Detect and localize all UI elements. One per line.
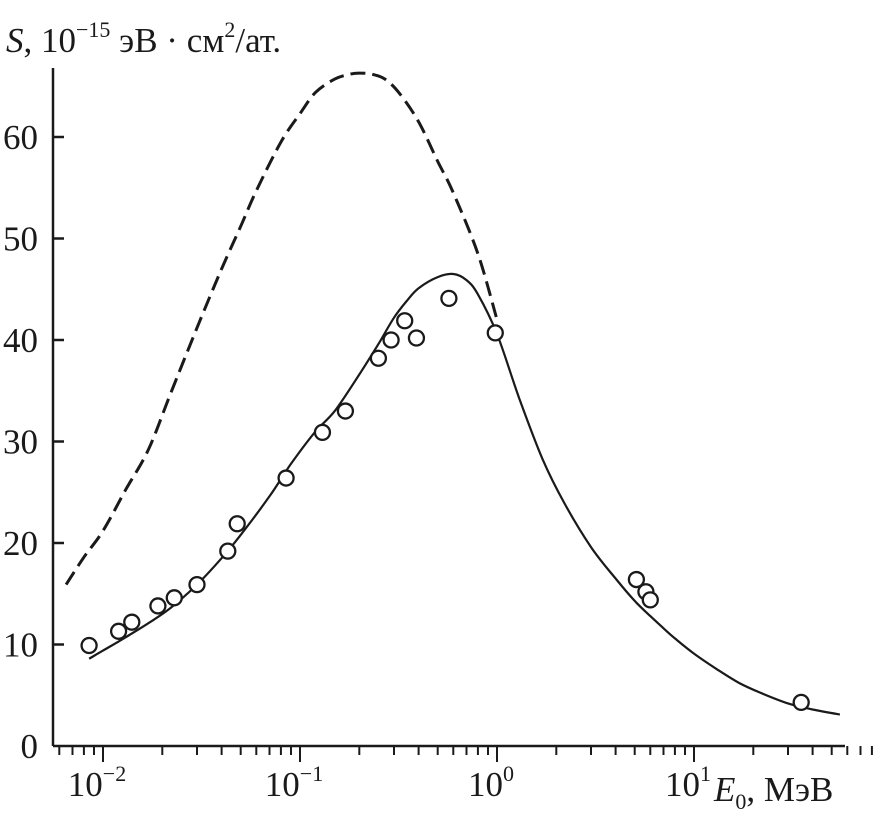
x-axis-symbol: E	[713, 770, 735, 809]
x-tick-label: 10−1	[265, 761, 323, 804]
markers-layer	[80, 289, 810, 712]
data-point	[336, 402, 355, 420]
data-point	[407, 329, 426, 347]
data-point	[382, 331, 400, 349]
data-point	[277, 469, 295, 487]
data-point	[123, 613, 141, 631]
data-point	[313, 423, 332, 442]
data-point	[396, 312, 414, 330]
svg-text:S, 10−15 эВ · см2/ат.: S, 10−15 эВ · см2/ат.	[6, 17, 281, 60]
data-point	[627, 570, 646, 589]
x-tick-label: 10−2	[68, 761, 126, 804]
y-axis-base: 10	[41, 21, 76, 60]
data-point	[641, 591, 659, 609]
data-point	[792, 693, 810, 712]
data-point	[440, 289, 458, 308]
tick-labels-layer: 0 10 20 30 40 50 60 10−2 10−1 100 101	[3, 118, 711, 804]
y-axis-sep: ,	[24, 21, 42, 60]
ticks-layer	[53, 135, 873, 762]
data-point	[80, 636, 98, 655]
data-point	[149, 597, 167, 615]
x-tick-label: 101	[665, 761, 711, 804]
y-tick-label: 60	[3, 118, 38, 157]
x-axis-sub: 0	[735, 789, 746, 814]
y-axis-unit1: эВ · см	[110, 21, 224, 60]
y-tick-label: 50	[3, 220, 38, 259]
y-tick-label: 30	[3, 423, 38, 462]
series-layer	[64, 71, 841, 716]
x-axis-unit: , МэВ	[746, 770, 833, 809]
y-tick-label: 20	[3, 524, 38, 563]
y-axis-title: S, 10−15 эВ · см2/ат.	[6, 17, 281, 60]
y-tick-label: 40	[3, 321, 38, 360]
y-tick-label: 0	[21, 727, 39, 766]
data-point	[165, 589, 183, 607]
y-axis-exp: −15	[76, 17, 110, 42]
data-point	[109, 622, 128, 640]
y-axis-symbol: S	[6, 21, 24, 60]
data-point	[219, 542, 237, 560]
data-point	[369, 349, 388, 367]
series-line-dashed	[64, 71, 499, 586]
y-axis-exp2: 2	[224, 17, 235, 42]
svg-text:E0, МэВ: E0, МэВ	[713, 770, 833, 814]
data-point	[188, 575, 206, 594]
data-point	[228, 515, 246, 533]
y-tick-label: 10	[3, 626, 38, 665]
x-axis-title: E0, МэВ	[713, 770, 833, 814]
series-line-solid	[88, 272, 841, 716]
y-axis-unit2: /ат.	[235, 21, 281, 60]
data-point	[486, 324, 504, 342]
x-tick-label: 100	[468, 761, 514, 804]
